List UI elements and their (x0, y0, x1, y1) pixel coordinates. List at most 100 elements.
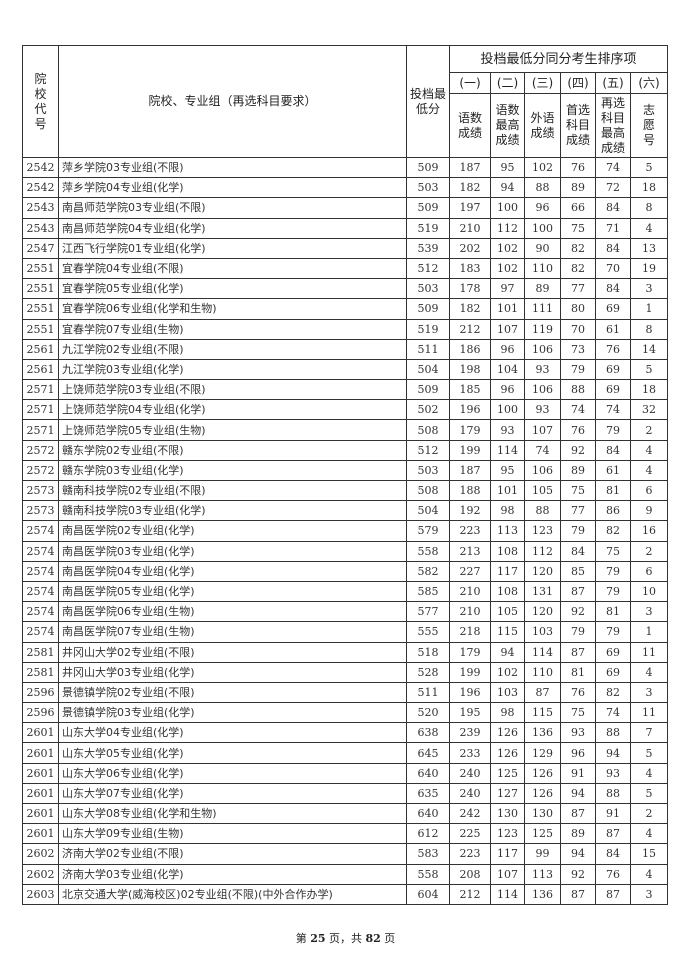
cell-group-name: 宜春学院06专业组(化学和生物) (58, 298, 407, 320)
cell-chinese-math-max: 125 (490, 762, 525, 784)
table-row: 2596 景德镇学院03专业组(化学) 520 195 98 115 75 74 11 (22, 702, 669, 724)
cell-min-score: 558 (406, 540, 450, 562)
header-tie-label-text: 志愿号 (643, 103, 656, 147)
cell-group-name: 萍乡学院03专业组(不限) (58, 156, 407, 179)
cell-second-subject-max: 88 (595, 722, 631, 744)
cell-chinese-math: 187 (449, 156, 491, 179)
cell-group-name: 南昌医学院06专业组(生物) (58, 601, 407, 623)
table-row: 2543 南昌师范学院03专业组(不限) 509 197 100 96 66 84 8 (22, 197, 669, 219)
table-row: 2571 上饶师范学院05专业组(生物) 508 179 93 107 76 79 2 (22, 419, 669, 441)
cell-chinese-math-max: 108 (490, 580, 525, 603)
cell-second-subject-max: 88 (595, 782, 631, 805)
cell-min-score: 583 (406, 843, 450, 865)
cell-chinese-math: 210 (449, 601, 491, 623)
cell-foreign-lang: 106 (524, 459, 561, 482)
cell-code: 2542 (22, 177, 59, 199)
cell-group-name: 山东大学04专业组(化学) (58, 722, 407, 744)
cell-chinese-math-max: 100 (490, 399, 525, 421)
cell-group-name: 南昌医学院07专业组(生物) (58, 621, 407, 643)
cell-min-score: 638 (406, 722, 450, 744)
cell-code: 2572 (22, 439, 59, 461)
cell-second-subject-max: 69 (595, 661, 631, 683)
cell-first-subject: 84 (560, 540, 596, 562)
admission-table: 院校代号 院校、专业组（再选科目要求） 投档最低分 投档最低分同分考生排序项 (… (22, 45, 669, 905)
cell-chinese-math: 223 (449, 520, 491, 542)
cell-group-name: 景德镇学院02专业组(不限) (58, 681, 407, 704)
cell-chinese-math-max: 98 (490, 500, 525, 522)
cell-min-score: 509 (406, 197, 450, 219)
cell-group-name: 山东大学06专业组(化学) (58, 762, 407, 784)
cell-preference-no: 3 (629, 883, 669, 905)
cell-first-subject: 92 (560, 601, 596, 623)
cell-chinese-math-max: 95 (490, 156, 525, 179)
cell-first-subject: 77 (560, 278, 596, 300)
cell-chinese-math: 210 (449, 217, 491, 239)
cell-foreign-lang: 90 (524, 237, 561, 259)
cell-second-subject-max: 84 (595, 197, 631, 219)
table-row: 2551 宜春学院04专业组(不限) 512 183 102 110 82 70 19 (22, 257, 669, 280)
cell-min-score: 502 (406, 399, 450, 421)
footer-suffix: 页 (380, 932, 396, 945)
cell-second-subject-max: 79 (595, 419, 631, 441)
cell-group-name: 赣南科技学院03专业组(化学) (58, 500, 407, 522)
cell-chinese-math: 179 (449, 641, 491, 663)
table-row: 2572 赣东学院02专业组(不限) 512 199 114 74 92 84 4 (22, 439, 669, 461)
table-row: 2542 萍乡学院03专业组(不限) 509 187 95 102 76 74 5 (22, 156, 669, 179)
cell-foreign-lang: 110 (524, 257, 561, 280)
cell-first-subject: 96 (560, 742, 596, 764)
cell-min-score: 640 (406, 762, 450, 784)
cell-second-subject-max: 75 (595, 540, 631, 562)
cell-second-subject-max: 72 (595, 177, 631, 199)
cell-chinese-math: 196 (449, 399, 491, 421)
table-row: 2551 宜春学院05专业组(化学) 503 178 97 89 77 84 3 (22, 278, 669, 300)
cell-chinese-math: 208 (449, 863, 491, 885)
cell-chinese-math-max: 96 (490, 379, 525, 401)
cell-group-name: 南昌师范学院04专业组(化学) (58, 217, 407, 239)
cell-code: 2573 (22, 500, 59, 522)
cell-first-subject: 79 (560, 520, 596, 542)
cell-preference-no: 4 (629, 459, 669, 482)
cell-chinese-math-max: 103 (490, 681, 525, 704)
cell-chinese-math-max: 105 (490, 601, 525, 623)
cell-foreign-lang: 136 (524, 883, 561, 905)
cell-code: 2601 (22, 802, 59, 825)
cell-group-name: 上饶师范学院04专业组(化学) (58, 399, 407, 421)
cell-preference-no: 4 (629, 439, 669, 461)
cell-code: 2574 (22, 621, 59, 643)
table-row: 2574 南昌医学院04专业组(化学) 582 227 117 120 85 79 6 (22, 560, 669, 582)
cell-min-score: 503 (406, 278, 450, 300)
cell-foreign-lang: 129 (524, 742, 561, 764)
cell-foreign-lang: 123 (524, 520, 561, 542)
header-tie-num: (三) (524, 72, 561, 94)
cell-group-name: 九江学院02专业组(不限) (58, 338, 407, 360)
cell-second-subject-max: 79 (595, 580, 631, 603)
header-name: 院校、专业组（再选科目要求） (58, 45, 407, 158)
header-tie-label-text: 外语成绩 (530, 110, 555, 140)
cell-second-subject-max: 84 (595, 843, 631, 865)
cell-code: 2561 (22, 338, 59, 360)
cell-min-score: 504 (406, 358, 450, 381)
cell-first-subject: 70 (560, 318, 596, 340)
cell-foreign-lang: 100 (524, 217, 561, 239)
cell-chinese-math: 182 (449, 298, 491, 320)
cell-group-name: 宜春学院04专业组(不限) (58, 257, 407, 280)
cell-preference-no: 2 (629, 802, 669, 825)
cell-first-subject: 87 (560, 641, 596, 663)
cell-preference-no: 3 (629, 681, 669, 704)
cell-code: 2574 (22, 580, 59, 603)
cell-chinese-math: 185 (449, 379, 491, 401)
cell-first-subject: 76 (560, 156, 596, 179)
cell-chinese-math-max: 102 (490, 237, 525, 259)
cell-second-subject-max: 61 (595, 318, 631, 340)
cell-second-subject-max: 70 (595, 257, 631, 280)
cell-chinese-math: 240 (449, 782, 491, 805)
table-row: 2602 济南大学02专业组(不限) 583 223 117 99 94 84 15 (22, 843, 669, 865)
cell-foreign-lang: 125 (524, 823, 561, 845)
cell-second-subject-max: 82 (595, 520, 631, 542)
cell-first-subject: 87 (560, 802, 596, 825)
table-row: 2601 山东大学04专业组(化学) 638 239 126 136 93 88 7 (22, 722, 669, 744)
table-row: 2561 九江学院02专业组(不限) 511 186 96 106 73 76 14 (22, 338, 669, 360)
cell-code: 2581 (22, 641, 59, 663)
cell-group-name: 景德镇学院03专业组(化学) (58, 702, 407, 724)
cell-min-score: 640 (406, 802, 450, 825)
